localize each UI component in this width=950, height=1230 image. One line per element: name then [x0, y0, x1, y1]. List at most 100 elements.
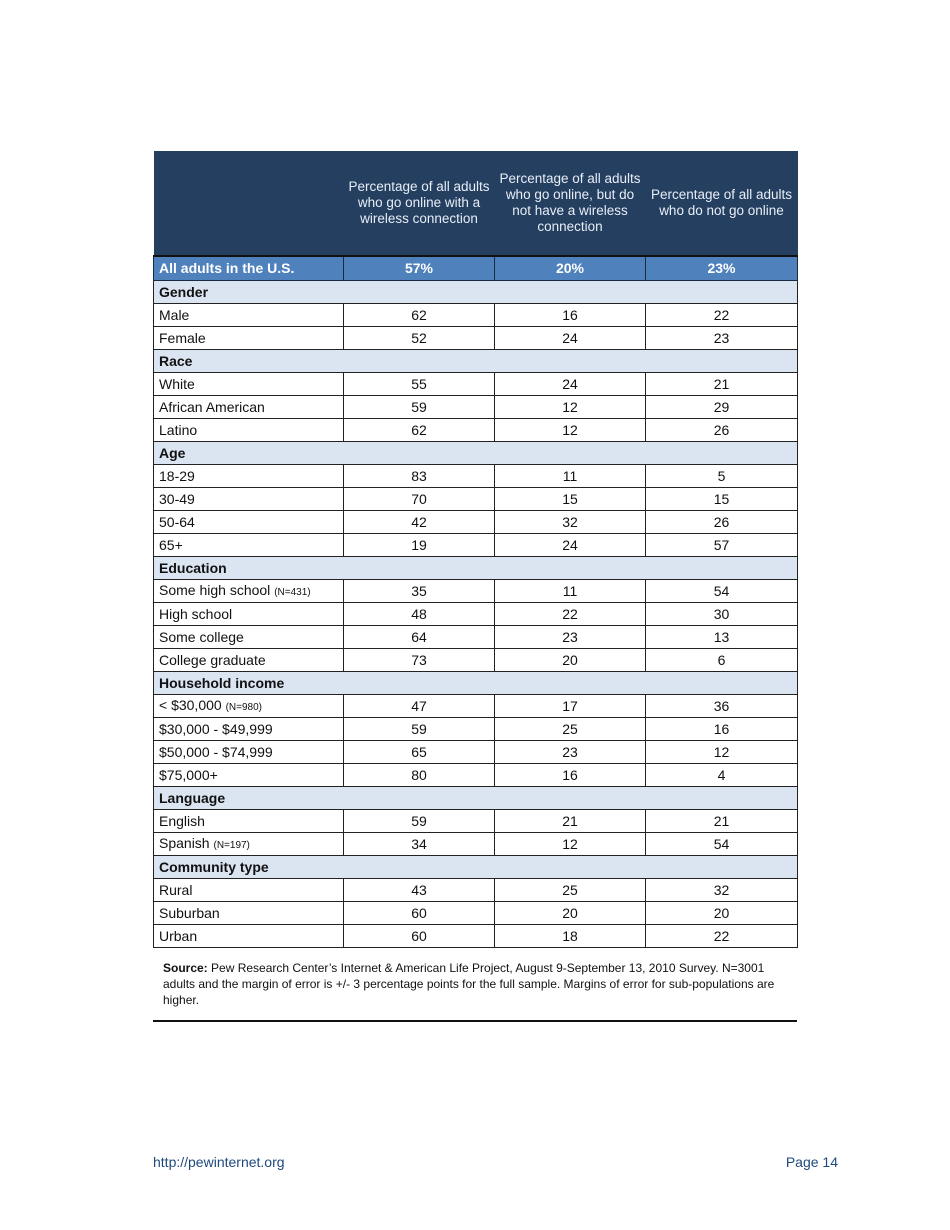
cell: 24	[494, 326, 646, 350]
cell: 64	[343, 625, 495, 649]
table-row: $30,000 - $49,999 59 25 16	[153, 717, 798, 741]
cell: 47	[343, 694, 495, 718]
cell: 22	[645, 924, 798, 948]
table-row: English 59 21 21	[153, 809, 798, 833]
cell: 29	[645, 395, 798, 419]
section-row: Gender	[153, 280, 798, 304]
wireless-table: Percentage of all adults who go online w…	[153, 151, 798, 948]
section-title: Education	[153, 556, 798, 580]
row-label: African American	[153, 395, 344, 419]
table-block: Percentage of all adults who go online w…	[153, 151, 798, 1022]
cell: 12	[494, 418, 646, 442]
row-label: Rural	[153, 878, 344, 902]
cell: 80	[343, 763, 495, 787]
header-cell	[153, 151, 344, 257]
cell: 59	[343, 717, 495, 741]
row-label: $50,000 - $74,999	[153, 740, 344, 764]
table-row: 65+ 19 24 57	[153, 533, 798, 557]
cell: 30	[645, 602, 798, 626]
cell: 23	[494, 740, 646, 764]
cell: 43	[343, 878, 495, 902]
section-title: Household income	[153, 671, 798, 695]
cell: 5	[645, 464, 798, 488]
header-cell: Percentage of all adults who go online w…	[343, 151, 495, 257]
cell: 16	[645, 717, 798, 741]
row-label: All adults in the U.S.	[153, 255, 344, 281]
table-row: Rural 43 25 32	[153, 878, 798, 902]
section-title: Community type	[153, 855, 798, 879]
row-label-text: 50-64	[159, 513, 195, 530]
row-label: $30,000 - $49,999	[153, 717, 344, 741]
cell: 20%	[494, 255, 646, 281]
row-label: College graduate	[153, 648, 344, 672]
header-cell: Percentage of all adults who do not go o…	[645, 151, 798, 257]
cell: 32	[494, 510, 646, 534]
row-label-text: Latino	[159, 421, 198, 438]
cell: 12	[494, 832, 646, 856]
table-row: 50-64 42 32 26	[153, 510, 798, 534]
table-row: Female 52 24 23	[153, 326, 798, 350]
cell: 19	[343, 533, 495, 557]
row-label-text: Suburban	[159, 904, 220, 921]
cell: 6	[645, 648, 798, 672]
row-label-text: Some high school	[159, 581, 271, 598]
section-title: Age	[153, 441, 798, 465]
cell: 35	[343, 579, 495, 603]
row-label-text: 65+	[159, 536, 183, 553]
row-label-text: White	[159, 375, 195, 392]
cell: 21	[494, 809, 646, 833]
table-row: 30-49 70 15 15	[153, 487, 798, 511]
cell: 12	[494, 395, 646, 419]
section-row: Race	[153, 349, 798, 373]
cell: 12	[645, 740, 798, 764]
cell: 34	[343, 832, 495, 856]
table-row: African American 59 12 29	[153, 395, 798, 419]
row-label-text: Male	[159, 306, 190, 323]
section-row: Language	[153, 786, 798, 810]
cell: 20	[645, 901, 798, 925]
table-row: White 55 24 21	[153, 372, 798, 396]
cell: 62	[343, 303, 495, 327]
table-row: College graduate 73 20 6	[153, 648, 798, 672]
source-note: Source: Pew Research Center’s Internet &…	[163, 960, 793, 1008]
cell: 55	[343, 372, 495, 396]
table-row: $50,000 - $74,999 65 23 12	[153, 740, 798, 764]
section-title: Race	[153, 349, 798, 373]
row-label-text: Rural	[159, 881, 193, 898]
cell: 21	[645, 372, 798, 396]
row-label: Spanish (N=197)	[153, 832, 344, 856]
cell: 48	[343, 602, 495, 626]
table-row: Male 62 16 22	[153, 303, 798, 327]
cell: 62	[343, 418, 495, 442]
row-label: White	[153, 372, 344, 396]
cell: 54	[645, 579, 798, 603]
section-row: Household income	[153, 671, 798, 695]
cell: 25	[494, 878, 646, 902]
cell: 59	[343, 395, 495, 419]
footer-url[interactable]: http://pewinternet.org	[153, 1154, 285, 1170]
cell: 83	[343, 464, 495, 488]
cell: 70	[343, 487, 495, 511]
cell: 36	[645, 694, 798, 718]
row-label: 65+	[153, 533, 344, 557]
cell: 60	[343, 901, 495, 925]
row-label-text: < $30,000	[159, 696, 222, 713]
row-label-text: 30-49	[159, 490, 195, 507]
cell: 26	[645, 510, 798, 534]
row-label-text: African American	[159, 398, 265, 415]
row-label-text: Some college	[159, 628, 244, 645]
row-label: Female	[153, 326, 344, 350]
cell: 57	[645, 533, 798, 557]
cell: 18	[494, 924, 646, 948]
cell: 20	[494, 901, 646, 925]
cell: 57%	[343, 255, 495, 281]
cell: 60	[343, 924, 495, 948]
cell: 26	[645, 418, 798, 442]
section-row: Age	[153, 441, 798, 465]
source-label: Source:	[163, 961, 208, 975]
row-label: 18-29	[153, 464, 344, 488]
row-label-text: Female	[159, 329, 206, 346]
cell: 17	[494, 694, 646, 718]
row-label: $75,000+	[153, 763, 344, 787]
